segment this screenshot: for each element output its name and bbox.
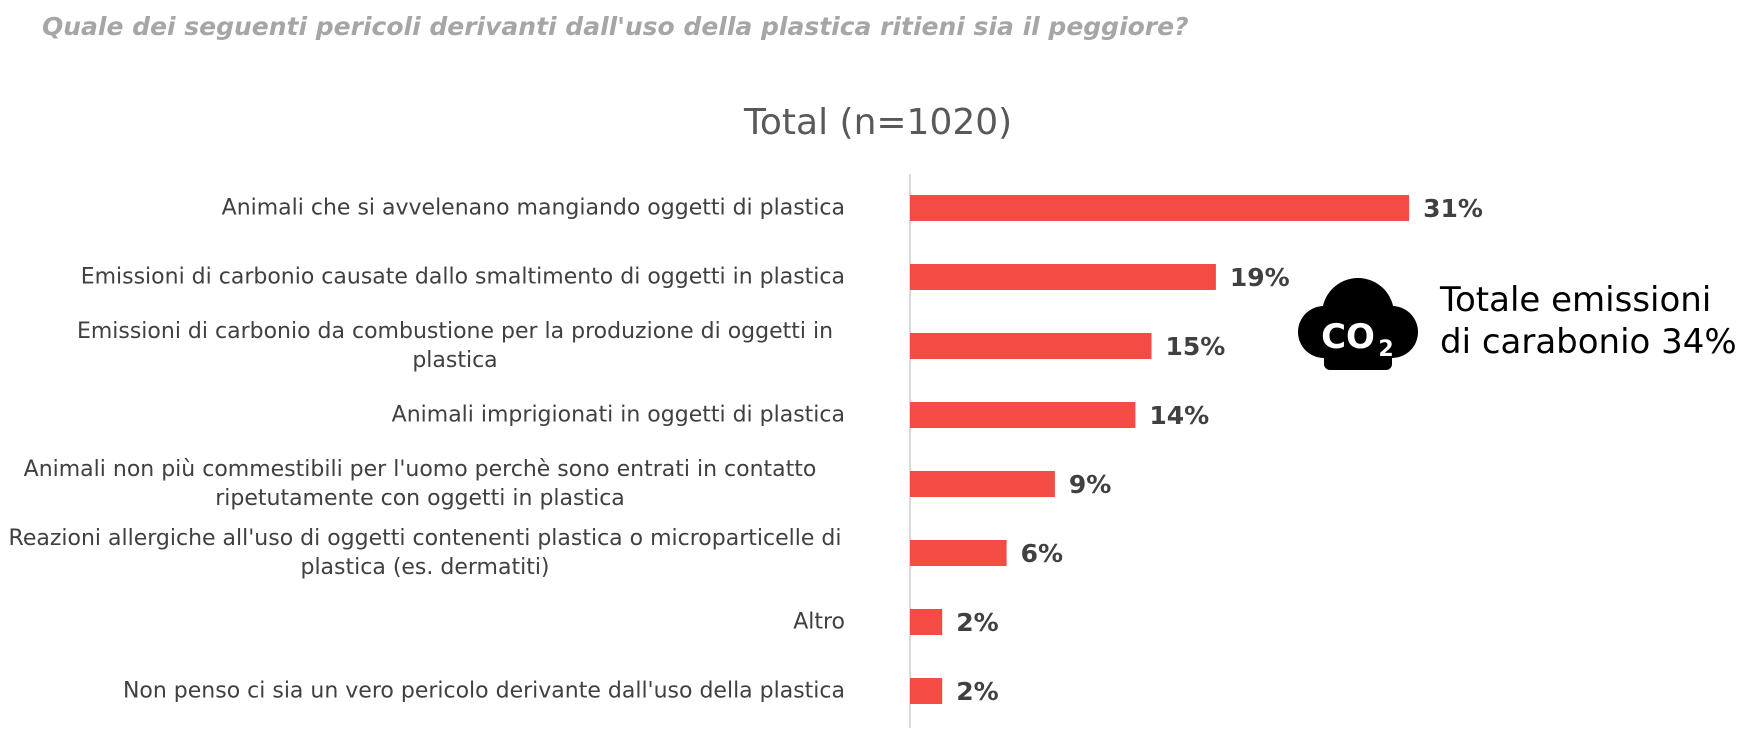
category-label: Altro	[793, 609, 845, 635]
category-label: Animali non più commestibili per l'uomo …	[23, 457, 817, 511]
category-label: Animali che si avvelenano mangiando ogge…	[221, 195, 845, 221]
svg-text:CO: CO	[1321, 317, 1375, 357]
value-label-5: 9%	[1069, 470, 1111, 499]
value-label-6: 6%	[1021, 539, 1063, 568]
category-label: Non penso ci sia un vero pericolo deriva…	[122, 678, 845, 704]
bar-5	[910, 471, 1055, 497]
value-label-8: 2%	[956, 677, 998, 706]
svg-text:2: 2	[1378, 337, 1393, 362]
callout-line-2: di carabonio 34%	[1440, 322, 1737, 362]
category-label: Emissioni di carbonio causate dallo smal…	[80, 264, 845, 290]
question-title: Quale dei seguenti pericoli derivanti da…	[42, 12, 1189, 41]
category-label: Emissioni di carbonio da combustione per…	[76, 319, 834, 373]
bar-8	[910, 678, 943, 704]
chart-title: Total (n=1020)	[744, 102, 1013, 143]
carbon-callout: CO 2 Totale emissioni di carabonio 34%	[1294, 270, 1737, 372]
bar-4	[910, 402, 1136, 428]
value-label-7: 2%	[956, 608, 998, 637]
value-label-3: 15%	[1166, 332, 1226, 361]
bar-3	[910, 333, 1152, 359]
bar-2	[910, 264, 1216, 290]
bar-1	[910, 195, 1410, 221]
co2-cloud-icon: CO 2	[1298, 278, 1418, 370]
value-label-4: 14%	[1149, 401, 1209, 430]
category-label: Animali imprigionati in oggetti di plast…	[391, 402, 845, 428]
bar-7	[910, 609, 943, 635]
value-label-2: 19%	[1230, 263, 1290, 292]
value-label-1: 31%	[1423, 194, 1483, 223]
callout-line-1: Totale emissioni	[1440, 280, 1712, 320]
category-label: Reazioni allergiche all'uso di oggetti c…	[8, 526, 842, 580]
bar-6	[910, 540, 1007, 566]
